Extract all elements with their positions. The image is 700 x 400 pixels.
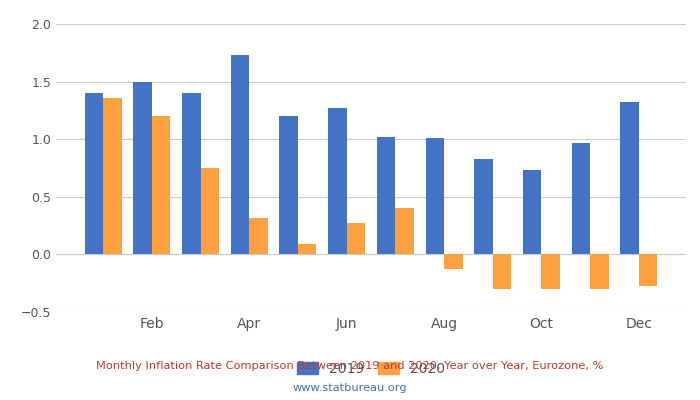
Bar [493,254,511,289]
Bar [572,143,590,254]
Bar [85,93,103,254]
Bar [249,218,268,254]
Bar [200,168,219,254]
Bar [152,116,170,254]
Bar [182,93,200,254]
Bar [133,82,152,254]
Bar [590,254,609,289]
Bar [426,138,444,254]
Bar [620,102,639,254]
Bar [377,137,395,254]
Text: Monthly Inflation Rate Comparison Between 2019 and 2020, Year over Year, Eurozon: Monthly Inflation Rate Comparison Betwee… [97,361,603,371]
Bar [346,223,365,254]
Legend: 2019, 2020: 2019, 2020 [291,356,451,382]
Bar [328,108,346,254]
Bar [444,254,463,269]
Bar [523,170,542,254]
Text: www.statbureau.org: www.statbureau.org [293,383,407,393]
Bar [279,116,298,254]
Bar [231,55,249,254]
Bar [542,254,560,289]
Bar [474,159,493,254]
Bar [103,98,122,254]
Bar [298,244,316,254]
Bar [639,254,657,286]
Bar [395,208,414,254]
